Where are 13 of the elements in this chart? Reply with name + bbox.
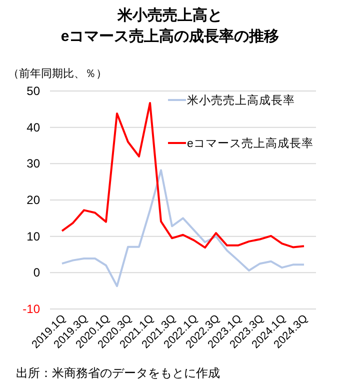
text: 出所：米商務省のデータをもとに作成 <box>16 366 220 380</box>
y-axis-title: （前年同期比、％） <box>8 67 107 80</box>
y-tick-label: 30 <box>26 156 40 171</box>
y-tick-label: 20 <box>26 193 40 207</box>
y-tick-label: 50 <box>26 84 40 98</box>
legend-label: 米小売売上高成長率 <box>187 93 295 107</box>
y-tick-label: -10 <box>22 302 40 316</box>
legend-label: eコマース売上高成長率 <box>187 136 314 150</box>
y-tick-label: 40 <box>26 120 40 134</box>
y-tick-label: 0 <box>33 266 40 280</box>
chart-title: 米小売売上高と eコマース売上高の成長率の推移 <box>60 6 280 45</box>
line-series <box>61 169 305 288</box>
y-tick-label: 10 <box>26 229 40 244</box>
